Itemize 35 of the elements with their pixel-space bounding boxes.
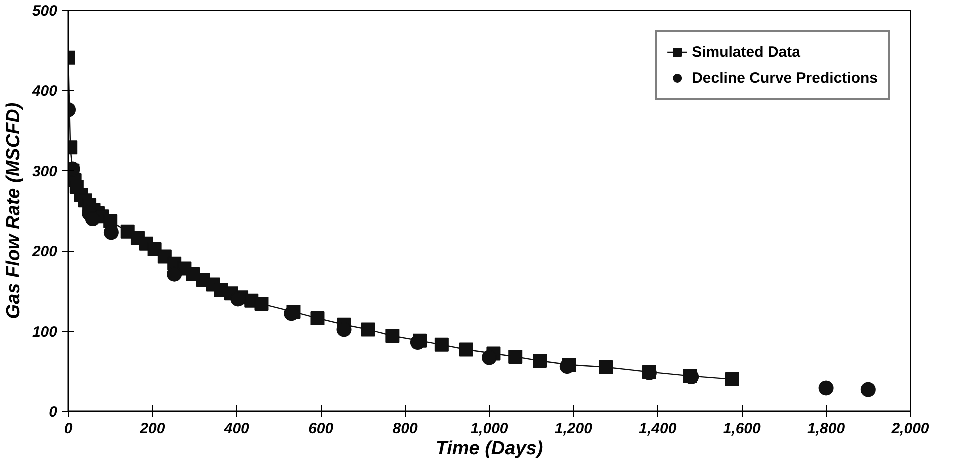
point [599, 360, 614, 374]
x-tick-label: 1,000 [470, 420, 509, 438]
point [361, 322, 376, 337]
point [386, 329, 400, 344]
y-tick-label: 500 [32, 3, 58, 20]
x-tick-label: 1,400 [639, 420, 678, 438]
point [459, 342, 474, 357]
point [533, 354, 548, 368]
x-tick-label: 600 [308, 420, 334, 438]
point [310, 311, 325, 326]
point [254, 297, 269, 312]
x-tick-label: 200 [139, 420, 166, 438]
point [725, 372, 740, 386]
x-tick-label: 400 [223, 420, 250, 438]
y-tick-label: 0 [49, 404, 58, 421]
legend-label: Decline Curve Predictions [692, 70, 878, 86]
x-tick-label: 1,800 [808, 420, 846, 438]
y-axis-title: Gas Flow Rate (MSCFD) [3, 102, 24, 320]
point [818, 380, 834, 396]
x-tick-label: 0 [64, 420, 74, 438]
x-tick-label: 800 [392, 420, 418, 438]
x-tick-label: 1,200 [554, 420, 594, 438]
x-axis-title: Time (Days) [436, 438, 544, 460]
point [860, 382, 876, 398]
x-tick-label: 2,000 [890, 420, 930, 438]
y-tick-label: 400 [31, 83, 58, 100]
point [410, 335, 426, 350]
point [508, 350, 523, 364]
point [482, 350, 497, 366]
x-tick-label: 1,600 [723, 420, 762, 438]
legend-label: Simulated Data [692, 44, 800, 60]
y-tick-label: 300 [32, 163, 58, 180]
point [434, 338, 449, 352]
y-tick-label: 100 [32, 324, 58, 341]
y-tick-label: 200 [31, 244, 58, 261]
